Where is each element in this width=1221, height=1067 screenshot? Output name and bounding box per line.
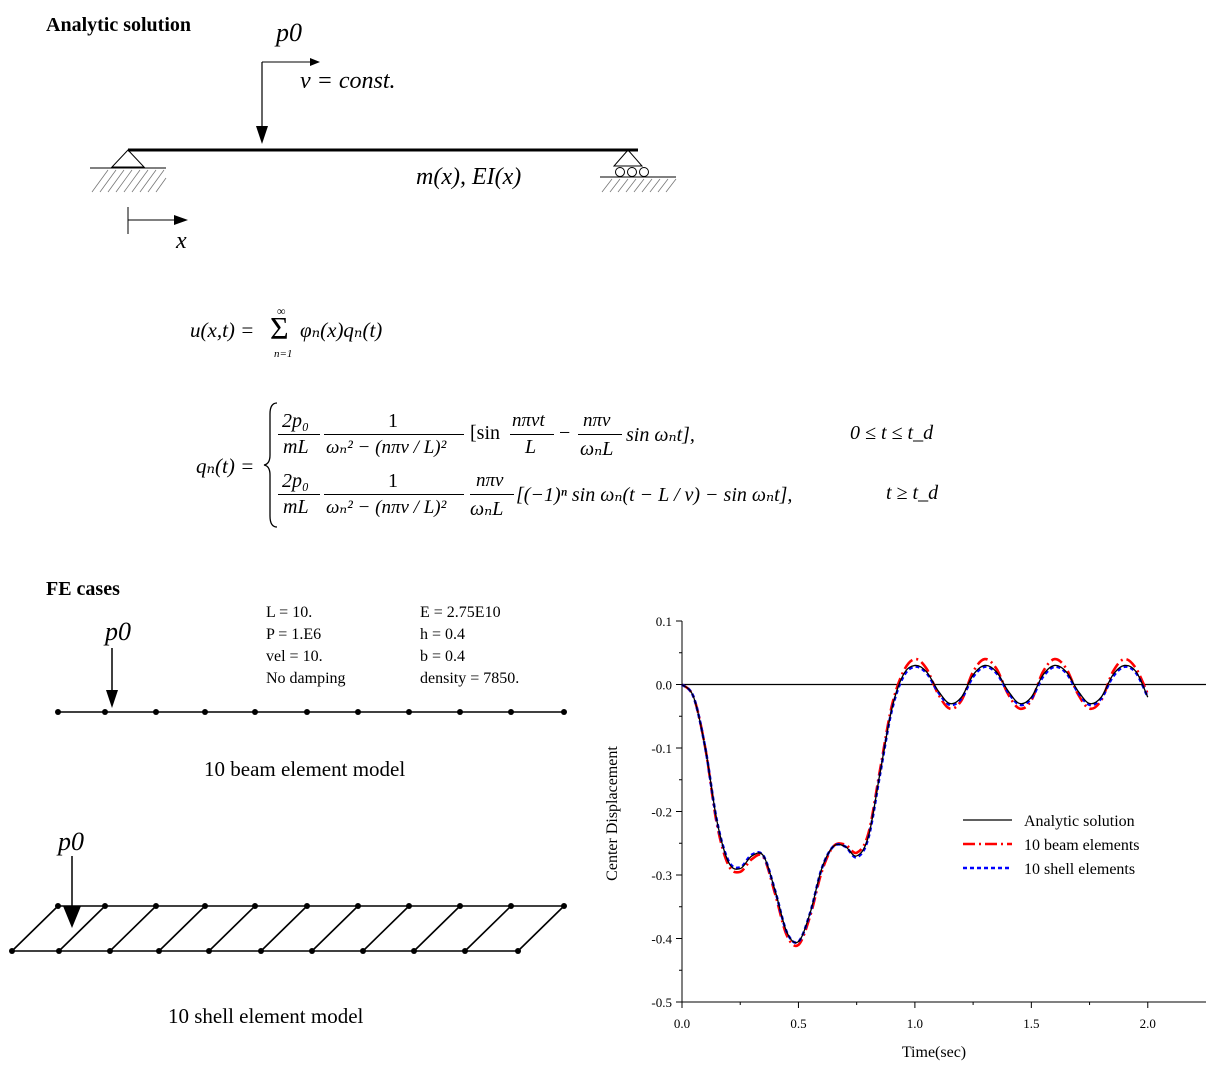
case2-frac1-num: 2p₀	[282, 470, 309, 492]
legend-label: Analytic solution	[1024, 813, 1135, 830]
x-tick-label: 1.5	[1023, 1016, 1039, 1031]
beam-load-diagram	[90, 58, 677, 234]
legend-label: 10 shell elements	[1024, 861, 1135, 878]
y-axis-label: Center Displacement	[604, 746, 621, 881]
load-label: p0	[276, 18, 302, 47]
case2-tail: [(−1)ⁿ sin ωₙ(t − L / v) − sin ωₙt],	[516, 484, 793, 506]
case1-frac2-num: 1	[388, 410, 398, 432]
x-tick-label: 1.0	[907, 1016, 923, 1031]
beam-model-load-label: p0	[105, 617, 131, 646]
q-equation-lhs: qₙ(t) =	[196, 454, 255, 478]
beam-model-arrowhead	[106, 690, 118, 708]
param-load: P = 1.E6	[266, 626, 322, 643]
case1-frac2-den: ωₙ² − (nπv / L)²	[326, 437, 447, 458]
param-width: b = 0.4	[420, 648, 466, 665]
case2-condition: t ≥ t_d	[886, 482, 939, 504]
case1-frac4-bar	[578, 434, 622, 435]
beam-element-model	[55, 648, 567, 715]
param-damping: No damping	[266, 670, 346, 687]
case2-frac2-num: 1	[388, 470, 398, 492]
x-tick-label: 2.0	[1140, 1016, 1156, 1031]
u-equation-lhs: u(x,t) =	[190, 318, 255, 342]
u-equation-rhs: φₙ(x)qₙ(t)	[300, 318, 383, 342]
pin-support-icon	[110, 149, 146, 168]
velocity-label: v = const.	[300, 68, 396, 94]
y-tick-label: -0.2	[651, 805, 672, 820]
case1-frac4-num: nπv	[583, 410, 611, 431]
case1-bracket-open: [sin	[470, 422, 500, 444]
param-velocity: vel = 10.	[266, 648, 323, 665]
case1-condition: 0 ≤ t ≤ t_d	[850, 422, 934, 444]
roller-support-icon	[612, 149, 644, 167]
beam-property-label: m(x), EI(x)	[416, 164, 522, 190]
series-line-10-beam-elements	[681, 657, 1149, 948]
y-tick-label: -0.4	[651, 932, 672, 947]
fe-params-left: L = 10. P = 1.E6 vel = 10. No damping	[266, 602, 346, 690]
chart-legend: Analytic solution 10 beam elements 10 shel…	[963, 813, 1140, 878]
shell-element-model	[9, 856, 567, 954]
beam-model-caption: 10 beam element model	[204, 757, 406, 781]
case1-frac3-bar	[510, 434, 554, 435]
case1-frac4-den: ωₙL	[580, 438, 614, 460]
equations-block: u(x,t) = ∞ Σ n=1 φₙ(x)qₙ(t) qₙ(t) = 2p₀ …	[190, 304, 939, 528]
y-tick-label: -0.5	[651, 995, 672, 1010]
x-tick-label: 0.0	[674, 1016, 690, 1031]
legend-label: 10 beam elements	[1024, 837, 1140, 854]
case2-frac2-bar	[324, 494, 464, 495]
case1-frac1-bar	[278, 434, 320, 435]
shell-model-mesh	[11, 905, 565, 952]
case2-frac3-bar	[470, 494, 514, 495]
y-tick-label: -0.3	[651, 868, 672, 883]
shell-model-nodes	[9, 903, 567, 954]
case2-frac3-den: ωₙL	[470, 498, 504, 520]
analytic-heading: Analytic solution	[46, 14, 192, 36]
fe-params-right: E = 2.75E10 h = 0.4 b = 0.4 density = 78…	[420, 602, 519, 690]
shell-model-arrowhead	[63, 906, 81, 928]
param-height: h = 0.4	[420, 626, 466, 643]
case1-frac1-num: 2p₀	[282, 410, 309, 432]
sum-upper-limit: ∞	[277, 304, 286, 318]
beam-model-nodes	[55, 709, 567, 715]
piecewise-brace	[263, 402, 278, 528]
case1-frac2-bar	[324, 434, 464, 435]
y-tick-label: 0.1	[656, 614, 672, 629]
param-density: density = 7850.	[420, 670, 520, 687]
case2-frac3-num: nπv	[476, 470, 504, 491]
sum-lower-limit: n=1	[274, 348, 293, 360]
axis-label: x	[176, 228, 187, 254]
ground-hatch-left	[91, 169, 167, 193]
ground-hatch-right	[601, 178, 677, 193]
case1-tail: sin ωₙt],	[626, 424, 695, 446]
shell-model-caption: 10 shell element model	[168, 1004, 364, 1028]
series-line-10-shell-elements	[681, 665, 1149, 945]
param-length: L = 10.	[266, 604, 313, 621]
load-arrowhead	[256, 126, 268, 144]
case1-frac3-num: nπvt	[512, 410, 545, 431]
x-tick-label: 0.5	[790, 1016, 806, 1031]
sum-symbol: Σ	[270, 310, 289, 346]
param-modulus: E = 2.75E10	[420, 604, 501, 621]
case2-frac1-bar	[278, 494, 320, 495]
fe-heading: FE cases	[46, 578, 120, 600]
shell-model-load-label: p0	[58, 827, 84, 856]
case2-frac1-den: mL	[283, 496, 309, 518]
case1-minus: −	[559, 422, 571, 444]
x-axis-label: Time(sec)	[902, 1044, 966, 1061]
case1-frac3-den: L	[525, 436, 537, 458]
chart-series	[681, 657, 1149, 948]
axis-arrowhead	[174, 215, 188, 225]
chart-axes: 0.10.0-0.1-0.2-0.3-0.4-0.50.0 0.5 1.0 1.5 2.…	[604, 614, 1206, 1061]
case2-frac2-den: ωₙ² − (nπv / L)²	[326, 497, 447, 518]
velocity-arrowhead	[310, 58, 320, 66]
y-tick-label: -0.1	[651, 741, 672, 756]
y-tick-label: 0.0	[656, 678, 672, 693]
case1-frac1-den: mL	[283, 436, 309, 458]
series-line-analytic-solution	[681, 664, 1149, 944]
